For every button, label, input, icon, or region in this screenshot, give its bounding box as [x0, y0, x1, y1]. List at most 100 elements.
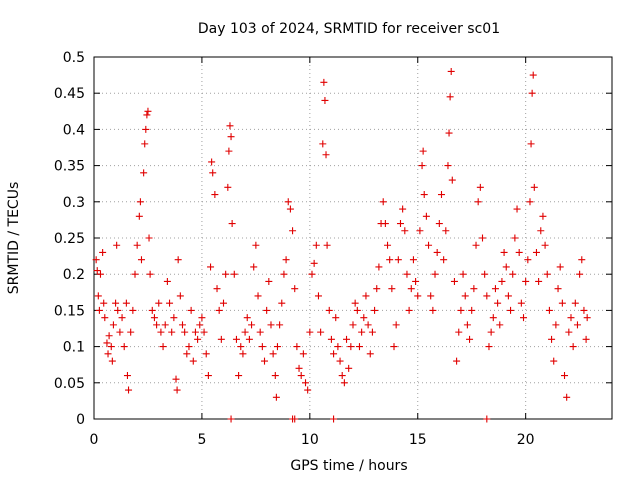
data-point [368, 328, 376, 336]
data-point [532, 248, 540, 256]
y-tick-label: 0 [76, 412, 85, 428]
data-point [225, 147, 233, 155]
data-point [105, 332, 113, 340]
data-point [173, 386, 181, 394]
data-point [114, 306, 122, 314]
data-point [373, 285, 381, 293]
data-point [561, 372, 569, 380]
data-point [101, 314, 109, 322]
data-point [431, 270, 439, 278]
data-point [362, 292, 370, 300]
data-point [349, 321, 357, 329]
y-tick-label: 0.45 [54, 86, 85, 102]
data-point [366, 350, 374, 358]
data-point [455, 328, 463, 336]
y-tick-label: 0.2 [63, 267, 85, 283]
data-point [481, 270, 489, 278]
data-point [429, 306, 437, 314]
data-point [500, 248, 508, 256]
data-point [360, 314, 368, 322]
data-point [248, 321, 256, 329]
data-point [409, 256, 417, 264]
data-point [166, 299, 174, 307]
data-point [245, 335, 253, 343]
data-point [463, 321, 471, 329]
data-point [578, 256, 586, 264]
data-point [148, 306, 156, 314]
data-point [280, 270, 288, 278]
data-point [129, 306, 137, 314]
data-point [537, 227, 545, 235]
data-point [569, 343, 577, 351]
data-point [418, 162, 426, 170]
y-tick-label: 0.1 [63, 340, 85, 356]
data-point [178, 321, 186, 329]
data-point [336, 357, 344, 365]
data-point [567, 314, 575, 322]
data-point [550, 357, 558, 365]
data-point [93, 267, 101, 275]
data-point [388, 285, 396, 293]
data-point [95, 306, 103, 314]
data-point [284, 198, 292, 206]
data-point [565, 328, 573, 336]
y-tick-label: 0.3 [63, 195, 85, 211]
data-point [235, 372, 243, 380]
data-point [194, 335, 202, 343]
data-point [479, 234, 486, 242]
data-point [213, 285, 221, 293]
data-point [208, 158, 216, 166]
y-tick-label: 0.5 [63, 50, 85, 66]
data-point [145, 234, 153, 242]
data-point [526, 198, 534, 206]
data-point [258, 343, 266, 351]
data-point [529, 71, 537, 79]
data-point [222, 270, 230, 278]
data-point [483, 292, 491, 300]
data-point [470, 285, 478, 293]
data-point [200, 328, 208, 336]
data-point [113, 241, 121, 249]
data-point [131, 270, 139, 278]
data-point [137, 256, 145, 264]
data-point [353, 306, 361, 314]
x-axis-label: GPS time / hours [290, 458, 407, 474]
data-point [392, 321, 400, 329]
data-point [312, 241, 320, 249]
data-point [552, 321, 560, 329]
data-point [386, 256, 394, 264]
data-point [394, 256, 402, 264]
data-point [239, 350, 247, 358]
data-point [310, 259, 318, 267]
data-point [143, 111, 151, 119]
data-point [306, 328, 314, 336]
x-tick-label: 5 [197, 432, 206, 448]
data-point [494, 299, 502, 307]
data-point [466, 335, 474, 343]
data-point [267, 321, 275, 329]
x-tick-label: 15 [409, 432, 427, 448]
y-tick-label: 0.25 [54, 231, 85, 247]
data-point [485, 343, 493, 351]
data-point [442, 227, 450, 235]
data-point [511, 234, 519, 242]
data-point [530, 183, 538, 191]
grid [94, 57, 612, 419]
data-point [304, 386, 312, 394]
data-point [448, 176, 456, 184]
data-point [108, 357, 116, 365]
data-point [112, 299, 120, 307]
data-point [347, 343, 355, 351]
data-point [241, 328, 249, 336]
data-point [320, 78, 328, 86]
data-point [573, 321, 581, 329]
data-point [330, 415, 338, 423]
data-point [416, 227, 424, 235]
data-point [302, 379, 310, 387]
data-point [419, 147, 427, 155]
data-point [507, 306, 515, 314]
data-point [263, 306, 271, 314]
data-point [252, 241, 260, 249]
data-point [522, 277, 530, 285]
data-point [527, 140, 535, 148]
